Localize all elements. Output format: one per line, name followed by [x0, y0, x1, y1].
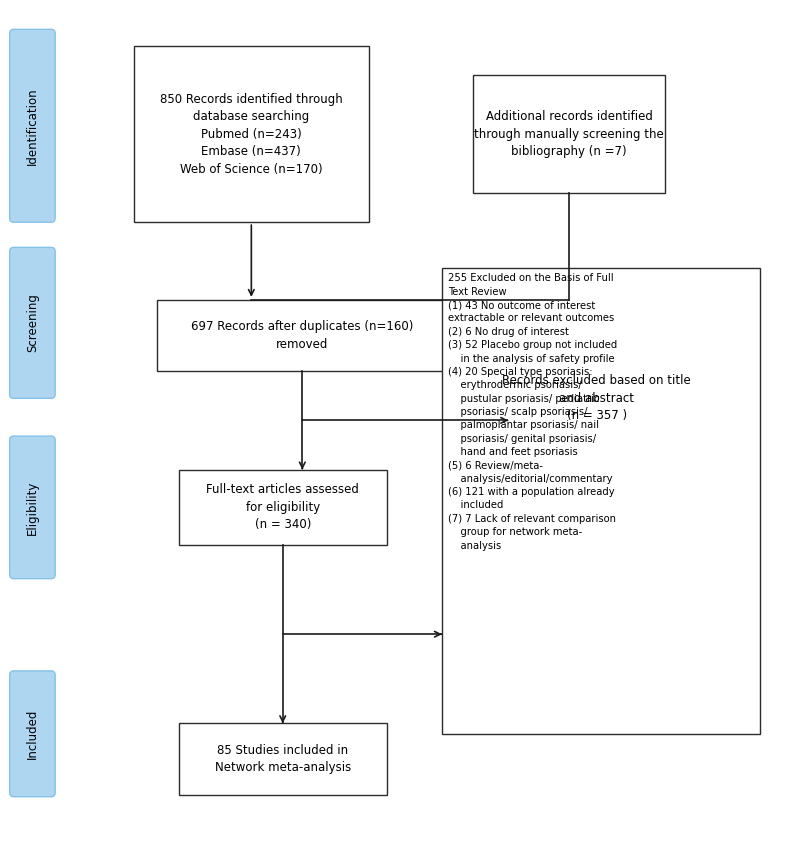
Text: 850 Records identified through
database searching
Pubmed (n=243)
Embase (n=437)
: 850 Records identified through database … — [160, 92, 343, 175]
Text: Included: Included — [26, 709, 39, 759]
Text: 85 Studies included in
Network meta-analysis: 85 Studies included in Network meta-anal… — [215, 744, 351, 774]
FancyBboxPatch shape — [178, 469, 387, 545]
Text: 255 Excluded on the Basis of Full
Text Review
(1) 43 No outcome of interest
extr: 255 Excluded on the Basis of Full Text R… — [448, 274, 618, 551]
FancyBboxPatch shape — [442, 268, 760, 734]
FancyBboxPatch shape — [134, 46, 369, 222]
FancyBboxPatch shape — [157, 300, 447, 371]
FancyBboxPatch shape — [508, 361, 685, 436]
FancyBboxPatch shape — [178, 723, 387, 794]
Text: Eligibility: Eligibility — [26, 480, 39, 534]
FancyBboxPatch shape — [10, 671, 56, 797]
Text: Screening: Screening — [26, 293, 39, 352]
Text: Identification: Identification — [26, 87, 39, 164]
Text: 697 Records after duplicates (n=160)
removed: 697 Records after duplicates (n=160) rem… — [191, 320, 413, 351]
FancyBboxPatch shape — [10, 30, 56, 222]
FancyBboxPatch shape — [10, 247, 56, 398]
Text: Additional records identified
through manually screening the
bibliography (n =7): Additional records identified through ma… — [474, 110, 664, 158]
FancyBboxPatch shape — [10, 436, 56, 579]
Text: Full-text articles assessed
for eligibility
(n = 340): Full-text articles assessed for eligibil… — [206, 484, 359, 531]
FancyBboxPatch shape — [473, 75, 665, 193]
Text: Records excluded based on title
and abstract
(n = 357 ): Records excluded based on title and abst… — [502, 374, 691, 423]
